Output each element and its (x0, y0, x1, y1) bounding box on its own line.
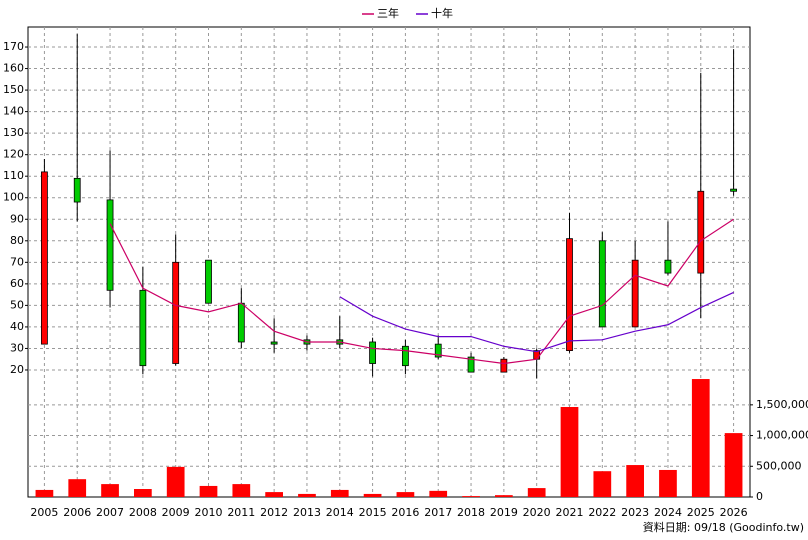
volume-bar (330, 489, 349, 497)
volume-bar (199, 485, 218, 497)
x-tick-label: 2017 (424, 506, 452, 519)
y2-tick-label: 0 (756, 490, 763, 503)
x-tick-label: 2012 (260, 506, 288, 519)
volume-bar (101, 484, 119, 497)
volume-bar (363, 493, 382, 497)
candle-body (41, 171, 48, 345)
x-tick-label: 2010 (195, 506, 223, 519)
x-tick-label: 2019 (490, 506, 518, 519)
volume-bar (396, 492, 415, 497)
volume-bar (527, 488, 546, 497)
y2-tick-label: 1,000,000 (756, 429, 808, 442)
y-tick-label: 140 (3, 105, 24, 118)
volume-bar (298, 493, 316, 497)
candle-body (500, 358, 508, 373)
candle-body (402, 345, 409, 367)
y-tick-label: 20 (10, 363, 24, 376)
volume-bar (724, 433, 743, 497)
volume-bar (691, 379, 710, 497)
x-tick-label: 2015 (359, 506, 387, 519)
candle-body (237, 302, 245, 343)
candle-body (434, 343, 442, 358)
volume-bar (593, 471, 612, 497)
legend-label: 十年 (431, 6, 453, 20)
y-tick-label: 90 (10, 212, 24, 225)
x-tick-label: 2022 (588, 506, 616, 519)
x-tick-label: 2026 (720, 506, 748, 519)
x-tick-label: 2016 (391, 506, 419, 519)
x-tick-label: 2013 (293, 506, 321, 519)
x-tick-label: 2008 (129, 506, 157, 519)
y-tick-label: 110 (3, 169, 24, 182)
y-tick-label: 160 (3, 62, 24, 75)
y-tick-label: 100 (3, 191, 24, 204)
y-tick-label: 170 (3, 40, 24, 53)
x-tick-label: 2005 (30, 506, 58, 519)
volume-bar (495, 495, 513, 497)
candle-body (697, 190, 705, 274)
candle-body (270, 341, 278, 345)
y-tick-label: 130 (3, 126, 24, 139)
candle-body (73, 177, 81, 203)
volume-bar (166, 466, 185, 497)
y2-tick-label: 500,000 (756, 459, 802, 472)
ma-line (109, 218, 734, 365)
volume-bar (35, 489, 54, 497)
x-tick-label: 2021 (556, 506, 584, 519)
volume-bar (134, 489, 152, 497)
x-tick-label: 2011 (227, 506, 255, 519)
candle-body (664, 259, 672, 274)
y-tick-label: 40 (10, 320, 24, 333)
x-tick-label: 2006 (63, 506, 91, 519)
x-tick-label: 2024 (654, 506, 682, 519)
volume-bar (626, 465, 644, 497)
candle-body (369, 341, 376, 364)
volume-bar (68, 479, 87, 497)
x-tick-label: 2023 (621, 506, 649, 519)
volume-bar (232, 484, 251, 497)
x-tick-label: 2007 (96, 506, 124, 519)
volume-bar (429, 490, 448, 497)
y-tick-label: 120 (3, 148, 24, 161)
y2-tick-label: 1,500,000 (756, 398, 808, 411)
candle-body (172, 261, 180, 364)
volume-bar (659, 469, 677, 497)
candle-body (730, 188, 737, 192)
volume-bar (560, 406, 579, 497)
candle-body (467, 356, 475, 373)
candle-body (566, 238, 573, 351)
y-tick-label: 60 (10, 277, 24, 290)
candle-body (106, 199, 114, 291)
y-tick-label: 70 (10, 255, 24, 268)
x-tick-label: 2014 (326, 506, 354, 519)
ma-line (339, 291, 734, 353)
footer: 資料日期: 09/18 (Goodinfo.tw) (643, 520, 804, 534)
x-tick-label: 2025 (687, 506, 715, 519)
volume-bar (265, 492, 283, 497)
y-tick-label: 80 (10, 234, 24, 247)
y-tick-label: 150 (3, 83, 24, 96)
y-tick-label: 50 (10, 298, 24, 311)
candle-body (205, 259, 212, 304)
y-tick-label: 30 (10, 341, 24, 354)
x-tick-label: 2020 (523, 506, 551, 519)
legend-label: 三年 (377, 6, 399, 20)
volume-bar (462, 496, 480, 497)
candle-body (631, 259, 639, 328)
candle-body (139, 289, 147, 367)
x-tick-label: 2018 (457, 506, 485, 519)
x-tick-label: 2009 (162, 506, 190, 519)
candle-body (598, 240, 606, 328)
